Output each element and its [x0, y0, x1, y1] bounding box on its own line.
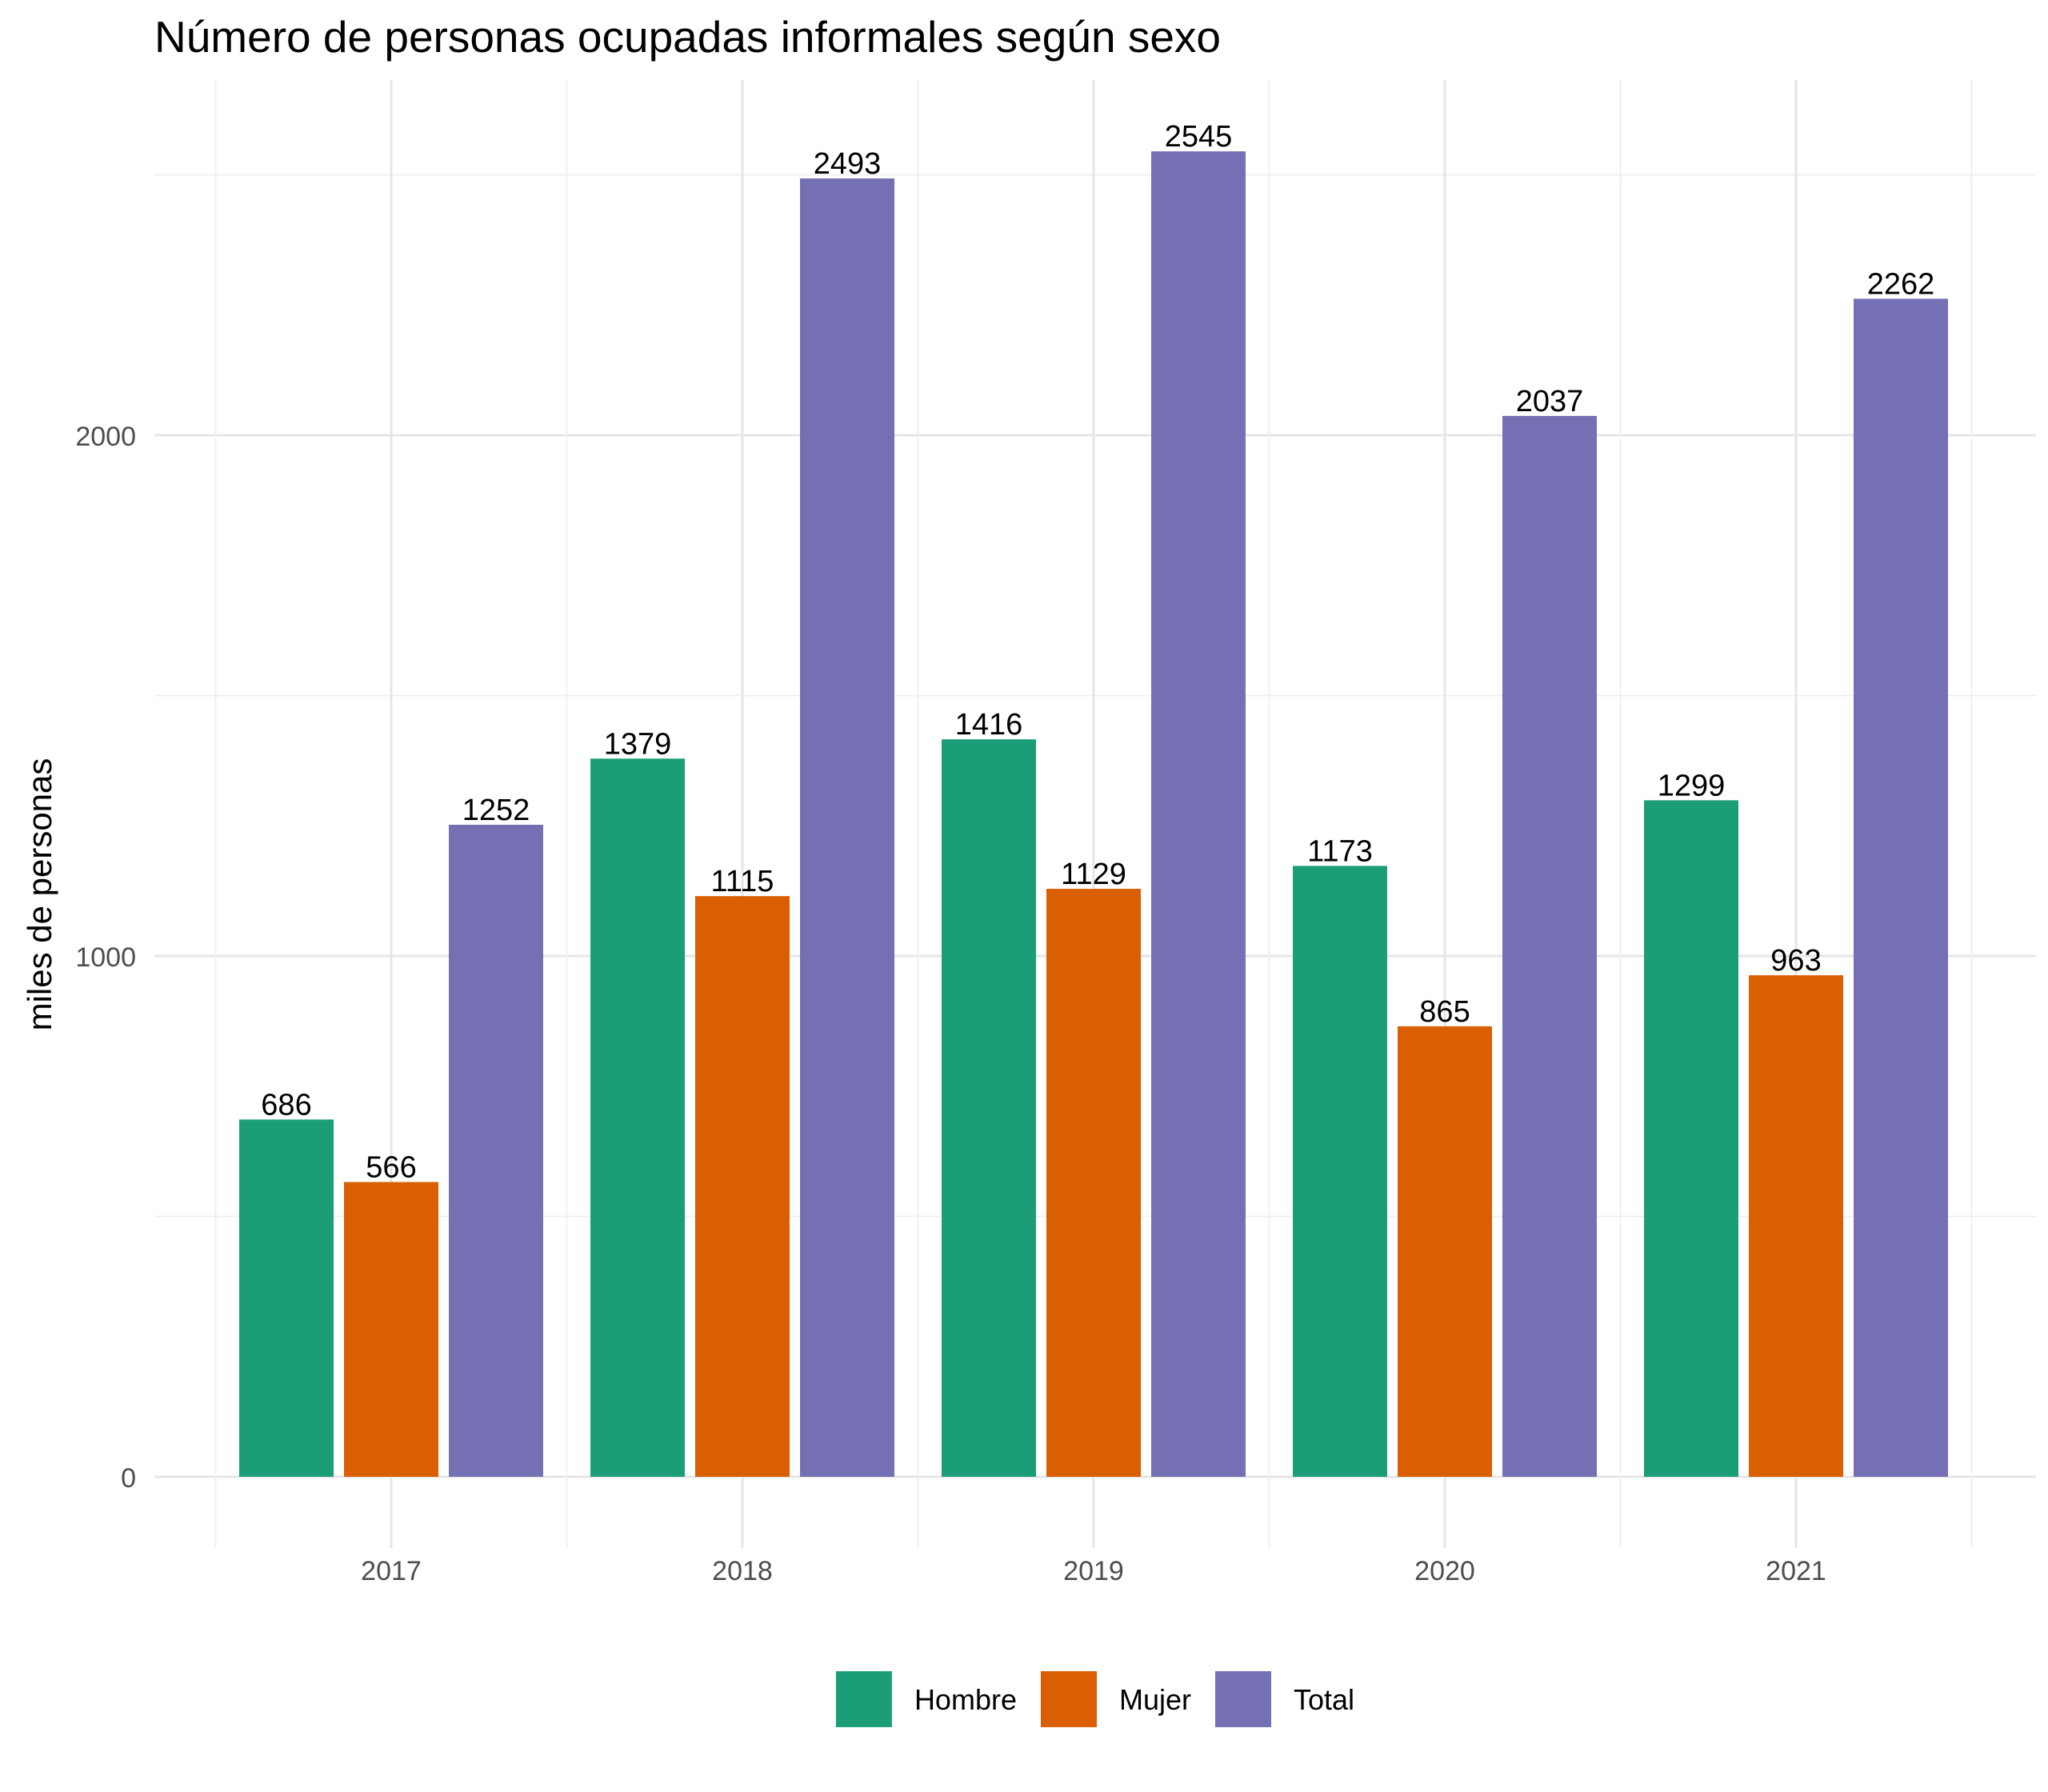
data-label-mujer-2017: 566 [366, 1151, 416, 1185]
x-axis-ticks: 2017 2018 2019 2020 2021 [361, 1556, 1826, 1586]
data-label-total-2018: 2493 [814, 147, 882, 181]
x-tick-label: 2017 [361, 1556, 422, 1586]
legend-item-mujer: Mujer [1040, 1671, 1191, 1727]
y-tick-label: 0 [121, 1463, 136, 1494]
legend-label-total: Total [1294, 1683, 1354, 1716]
bars [239, 151, 1948, 1478]
bar-total-2018 [800, 178, 894, 1477]
y-tick-label: 1000 [75, 942, 136, 973]
x-tick-label: 2018 [712, 1556, 773, 1586]
bar-hombre-2018 [590, 758, 685, 1477]
y-axis-title: miles de personas [21, 758, 58, 1031]
data-label-mujer-2018: 1115 [711, 865, 774, 898]
y-axis-ticks: 0 1000 2000 [75, 422, 136, 1494]
data-label-total-2017: 1252 [462, 794, 530, 827]
bar-total-2017 [449, 824, 543, 1477]
legend-item-total: Total [1215, 1671, 1354, 1727]
bar-hombre-2020 [1293, 866, 1387, 1477]
legend-label-hombre: Hombre [914, 1683, 1017, 1716]
data-label-hombre-2018: 1379 [604, 727, 672, 761]
data-label-mujer-2021: 963 [1770, 944, 1821, 978]
data-label-mujer-2019: 1129 [1061, 858, 1126, 891]
data-label-mujer-2020: 865 [1419, 995, 1470, 1029]
bar-total-2020 [1502, 415, 1597, 1477]
legend-key-total [1215, 1671, 1272, 1727]
bar-total-2019 [1151, 151, 1246, 1478]
bar-mujer-2017 [344, 1182, 438, 1477]
y-tick-label: 2000 [75, 422, 136, 452]
data-label-hombre-2021: 1299 [1658, 769, 1726, 802]
data-label-total-2021: 2262 [1867, 267, 1935, 301]
x-tick-label: 2019 [1063, 1556, 1124, 1586]
data-label-total-2019: 2545 [1165, 120, 1233, 154]
legend-key-hombre [835, 1671, 892, 1727]
bar-mujer-2019 [1046, 889, 1141, 1477]
data-label-hombre-2019: 1416 [955, 708, 1023, 742]
data-labels: 686 566 1252 1379 1115 2493 1416 1129 2545 1173 86… [261, 120, 1934, 1184]
bar-mujer-2020 [1398, 1026, 1492, 1477]
chart-title: Número de personas ocupadas informales s… [154, 12, 1221, 62]
legend: Hombre Mujer Total [835, 1671, 1354, 1727]
legend-item-hombre: Hombre [835, 1671, 1017, 1727]
legend-key-mujer [1040, 1671, 1097, 1727]
bar-total-2021 [1854, 298, 1948, 1477]
x-tick-label: 2020 [1414, 1556, 1475, 1586]
bar-hombre-2021 [1644, 800, 1738, 1477]
data-label-total-2020: 2037 [1516, 385, 1584, 418]
bar-mujer-2018 [695, 896, 790, 1477]
bar-hombre-2019 [942, 739, 1036, 1477]
bar-mujer-2021 [1749, 975, 1843, 1477]
x-tick-label: 2021 [1766, 1556, 1826, 1586]
data-label-hombre-2020: 1173 [1307, 834, 1373, 868]
data-label-hombre-2017: 686 [261, 1088, 311, 1122]
legend-label-mujer: Mujer [1119, 1683, 1191, 1716]
bar-hombre-2017 [239, 1119, 334, 1477]
